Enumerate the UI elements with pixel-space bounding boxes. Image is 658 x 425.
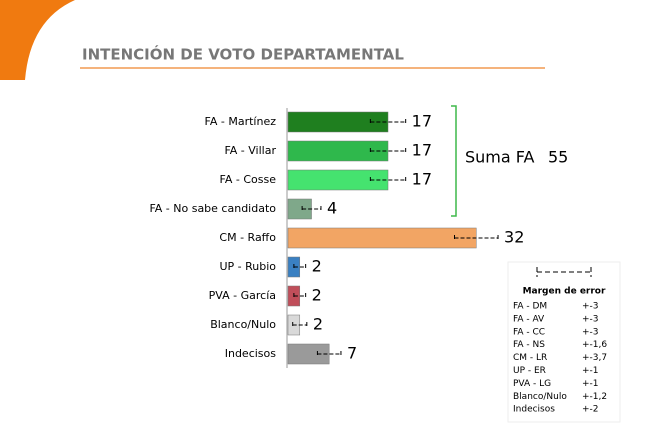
decor-arc	[0, 0, 75, 80]
y-tick-label: FA - No sabe candidato	[149, 202, 276, 215]
chart-title: INTENCIÓN DE VOTO DEPARTAMENTAL	[82, 45, 404, 64]
value-label: 4	[327, 199, 337, 218]
error-legend-name: FA - AV	[513, 314, 545, 324]
y-tick-label: Indecisos	[225, 347, 277, 360]
bar	[287, 111, 389, 133]
error-legend-name: FA - CC	[513, 327, 545, 337]
error-legend-box	[507, 261, 621, 423]
value-label: 2	[312, 286, 322, 305]
error-bar	[293, 293, 307, 299]
bar	[287, 140, 389, 162]
error-legend-value: +-1,2	[582, 392, 607, 402]
value-label: 2	[312, 257, 322, 276]
y-tick-label: UP - Rubio	[219, 260, 276, 273]
error-bar	[301, 206, 322, 212]
error-bar	[316, 351, 342, 357]
value-label: 17	[412, 112, 432, 131]
error-bar	[369, 119, 407, 125]
error-legend-value: +-3,7	[582, 353, 607, 363]
bar	[287, 227, 477, 249]
error-legend-name: Blanco/Nulo	[513, 392, 567, 402]
value-label: 17	[412, 170, 432, 189]
error-legend-name: FA - NS	[513, 340, 545, 350]
error-legend-value: +-1	[582, 366, 599, 376]
value-label: 2	[313, 315, 323, 334]
y-tick-label: PVA - García	[209, 289, 276, 302]
error-legend-value: +-3	[582, 302, 599, 312]
bracket	[451, 105, 457, 217]
error-bar	[369, 148, 407, 154]
bar	[287, 169, 389, 191]
error-legend-name: PVA - LG	[513, 379, 551, 389]
bar	[287, 198, 312, 220]
error-bar	[453, 235, 499, 241]
y-tick-label: Blanco/Nulo	[210, 318, 276, 331]
y-tick-label: FA - Martínez	[205, 115, 277, 128]
error-legend-name: Indecisos	[513, 405, 555, 415]
value-label: 7	[347, 344, 357, 363]
error-legend-value: +-3	[582, 327, 599, 337]
error-legend-name: CM - LR	[513, 353, 547, 363]
error-legend-value: +-1	[582, 379, 599, 389]
error-bar	[293, 264, 307, 270]
y-tick-label: CM - Raffo	[219, 231, 276, 244]
error-legend-value: +-2	[582, 405, 599, 415]
y-tick-label: FA - Villar	[224, 144, 276, 157]
error-bar	[369, 177, 407, 183]
value-label: 32	[504, 228, 524, 247]
error-legend-title: Margen de error	[523, 287, 606, 297]
error-bar	[292, 322, 308, 328]
bar	[287, 343, 330, 365]
annotation-text: Suma FA	[465, 148, 535, 167]
annotation-value: 55	[548, 148, 568, 167]
error-legend-value: +-1,6	[582, 340, 607, 350]
error-legend-value: +-3	[582, 314, 599, 324]
y-tick-label: FA - Cosse	[220, 173, 277, 186]
error-legend-symbol	[536, 267, 592, 277]
error-legend-name: UP - ER	[513, 366, 546, 376]
error-legend-name: FA - DM	[513, 302, 547, 312]
value-label: 17	[412, 141, 432, 160]
